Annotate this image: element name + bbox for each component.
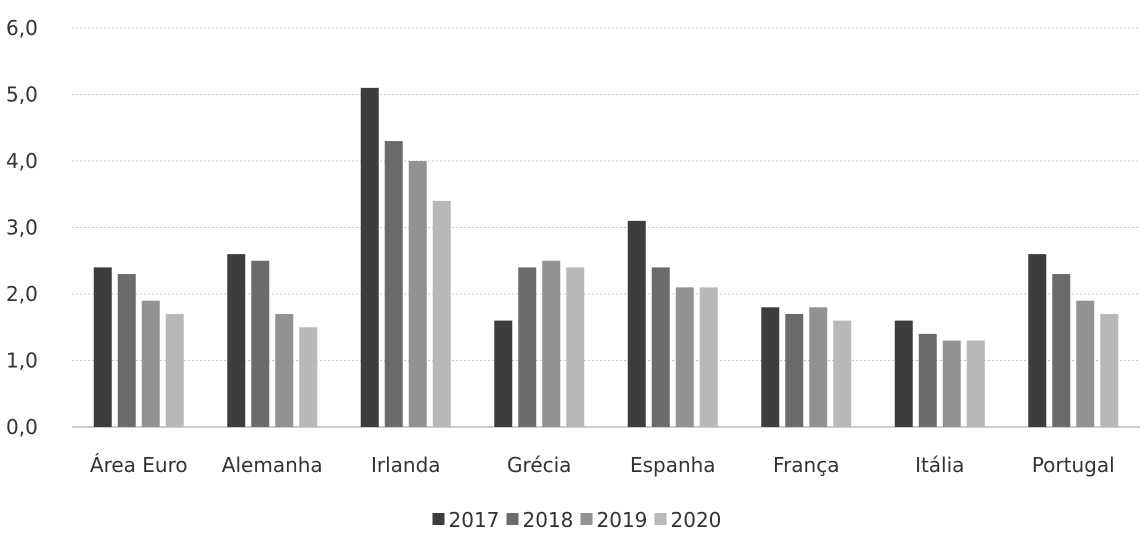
y-tick-label: 2,0 — [6, 282, 38, 306]
bar-2017 — [761, 307, 780, 427]
bar-2019 — [141, 300, 160, 427]
bar-2018 — [1052, 274, 1071, 427]
bar-2020 — [432, 200, 451, 427]
bar-2020 — [966, 340, 985, 427]
y-tick-label: 0,0 — [6, 415, 38, 439]
x-tick-label: Alemanha — [222, 453, 323, 477]
bar-2018 — [651, 267, 670, 427]
bar-2019 — [1076, 300, 1095, 427]
bar-2017 — [93, 267, 112, 427]
bar-2020 — [1100, 313, 1119, 427]
bar-2019 — [675, 287, 694, 427]
legend-label: 2019 — [597, 508, 648, 532]
bar-2017 — [894, 320, 913, 427]
x-tick-label: Itália — [915, 453, 964, 477]
bar-2017 — [1028, 254, 1047, 427]
bar-2019 — [942, 340, 961, 427]
bar-2018 — [251, 260, 270, 427]
legend-swatch — [432, 513, 445, 525]
y-tick-label: 3,0 — [6, 216, 38, 240]
x-tick-label: Área Euro — [90, 453, 188, 477]
bar-2019 — [809, 307, 828, 427]
bar-2018 — [918, 333, 937, 427]
x-tick-label: Espanha — [630, 453, 716, 477]
legend-label: 2017 — [449, 508, 500, 532]
bar-2017 — [627, 220, 646, 427]
legend: 2017 2018 2019 2020 — [432, 508, 722, 532]
x-axis-categories: Área Euro Alemanha Irlanda Grécia Espanha Fra… — [90, 453, 1115, 477]
y-tick-label: 6,0 — [6, 16, 38, 40]
gridlines — [72, 27, 1140, 428]
bar-2020 — [299, 327, 318, 427]
x-tick-label: Irlanda — [371, 453, 441, 477]
bar-2018 — [117, 274, 136, 427]
y-tick-label: 4,0 — [6, 149, 38, 173]
bar-2020 — [833, 320, 852, 427]
bar-2017 — [494, 320, 513, 427]
x-tick-label: Portugal — [1032, 453, 1115, 477]
y-axis-ticks: 0,0 1,0 2,0 3,0 4,0 5,0 6,0 — [6, 16, 38, 439]
legend-swatch — [654, 513, 667, 525]
bar-2018 — [518, 267, 537, 427]
legend-swatch — [506, 513, 519, 525]
x-tick-label: Grécia — [507, 453, 571, 477]
legend-swatch — [580, 513, 593, 525]
y-tick-label: 5,0 — [6, 83, 38, 107]
bar-2019 — [275, 313, 294, 427]
y-tick-label: 1,0 — [6, 349, 38, 373]
bar-2020 — [699, 287, 718, 427]
bar-2017 — [360, 87, 379, 427]
bar-2018 — [384, 141, 403, 428]
bar-2019 — [542, 260, 561, 427]
legend-label: 2018 — [523, 508, 574, 532]
bar-2017 — [227, 254, 246, 427]
bars — [93, 87, 1119, 428]
bar-2020 — [566, 267, 585, 427]
x-tick-label: França — [773, 453, 839, 477]
legend-label: 2020 — [671, 508, 722, 532]
bar-2019 — [408, 161, 427, 427]
bar-2020 — [165, 313, 184, 427]
bar-2018 — [785, 313, 804, 427]
